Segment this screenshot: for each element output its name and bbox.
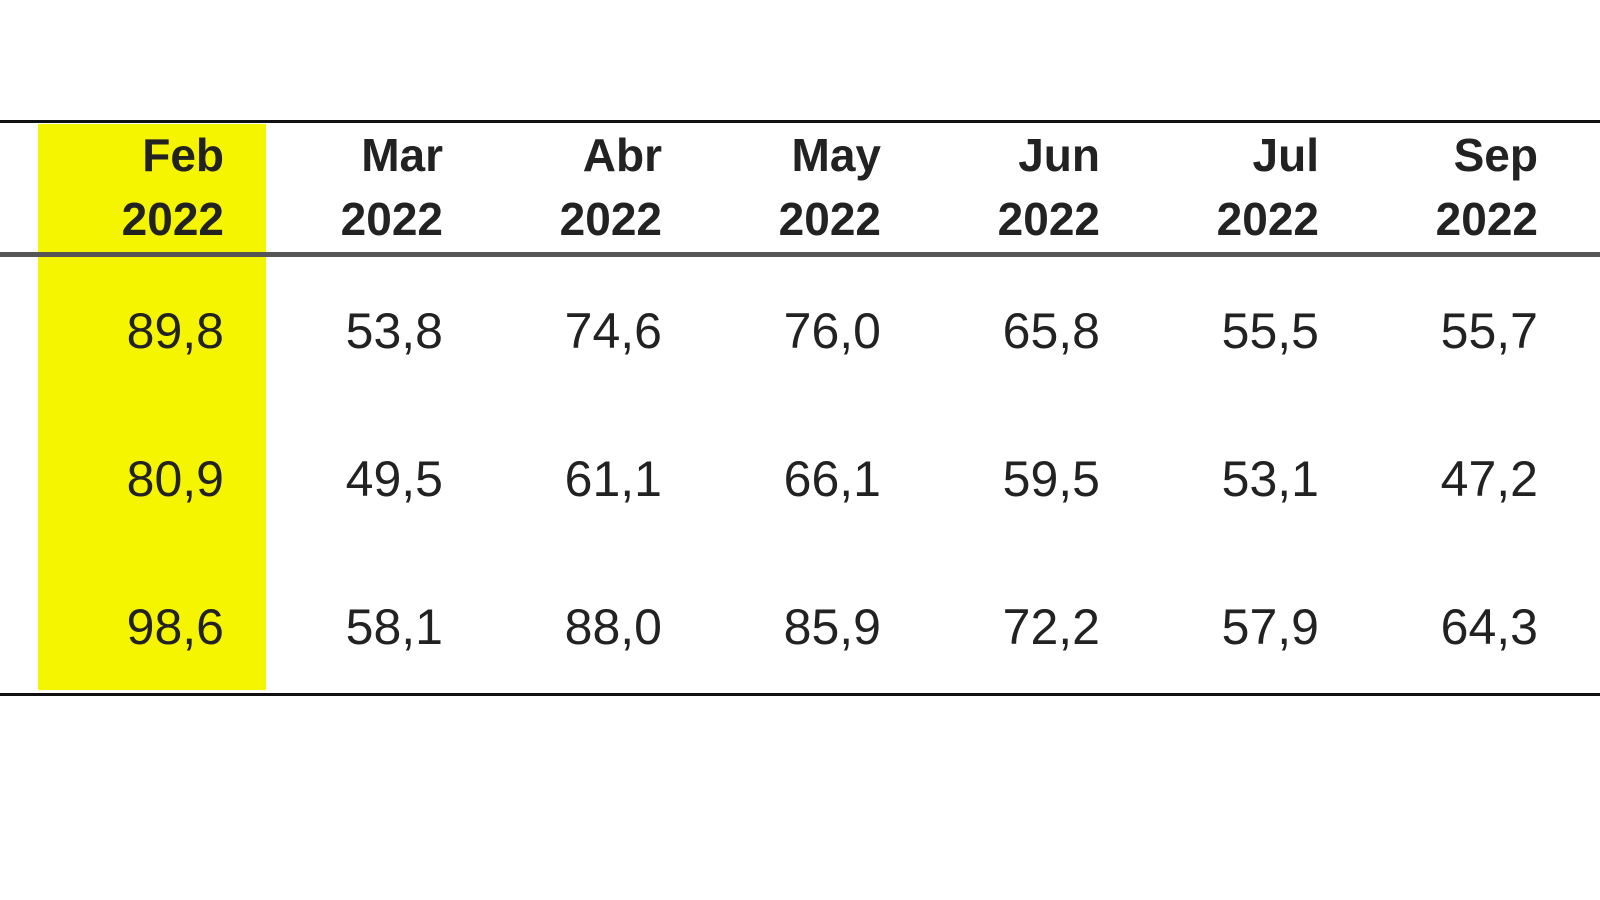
header-year: 2022 [1216,193,1319,245]
header-month: Feb [142,129,224,181]
header-year: 2022 [121,193,224,245]
header-month: Mar [361,129,443,181]
cell-value: 57,9 [1221,599,1319,655]
cell-value: 58,1 [345,599,443,655]
cell-value: 80,9 [126,451,224,507]
cell-value: 66,1 [783,451,881,507]
header-month: May [791,129,881,181]
cell-value: 55,7 [1440,303,1538,359]
cell-value: 85,9 [783,599,881,655]
cell-value: 53,8 [345,303,443,359]
header-year: 2022 [340,193,443,245]
cell-value: 88,0 [564,599,662,655]
header-year: 2022 [997,193,1100,245]
header-rule [0,252,1600,257]
header-month: Jul [1252,129,1319,181]
highlight-column [38,124,266,690]
header-month: Jun [1018,129,1100,181]
cell-value: 98,6 [126,599,224,655]
cell-value: 89,8 [126,303,224,359]
cell-value: 64,3 [1440,599,1538,655]
cell-value: 47,2 [1440,451,1538,507]
cell-value: 76,0 [783,303,881,359]
cell-value: 61,1 [564,451,662,507]
header-year: 2022 [1435,193,1538,245]
cell-value: 53,1 [1221,451,1319,507]
cell-value: 74,6 [564,303,662,359]
cell-value: 55,5 [1221,303,1319,359]
cell-value: 65,8 [1002,303,1100,359]
table-top-rule [0,120,1600,123]
header-year: 2022 [559,193,662,245]
header-month: Sep [1453,129,1538,181]
header-month: Abr [582,129,662,181]
cell-value: 59,5 [1002,451,1100,507]
header-year: 2022 [778,193,881,245]
cell-value: 72,2 [1002,599,1100,655]
cell-value: 49,5 [345,451,443,507]
table-bottom-rule [0,693,1600,696]
